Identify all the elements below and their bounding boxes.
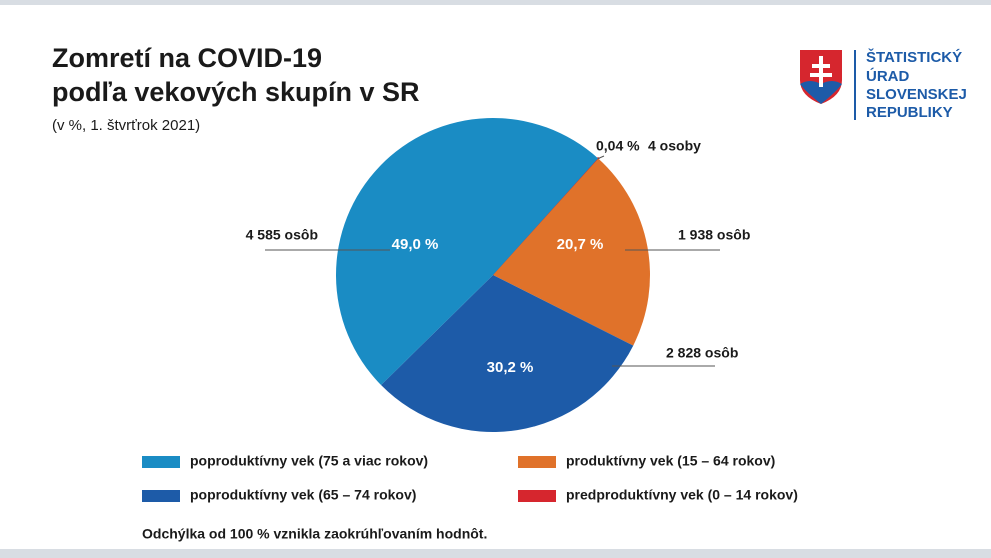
pie-slice	[493, 158, 650, 346]
legend-swatch	[518, 456, 556, 468]
note: Odchýlka od 100 % vznikla zaokrúhľovaním…	[142, 526, 487, 542]
logo: ŠTATISTICKÝ ÚRAD SLOVENSKEJ REPUBLIKY	[800, 48, 967, 121]
count-label: 4 585 osôb	[246, 227, 318, 243]
count-label: 1 938 osôb	[678, 227, 750, 243]
logo-text: ÚRAD	[866, 67, 909, 85]
logo-text: SLOVENSKEJ	[866, 86, 967, 103]
legend-label: poproduktívny vek (75 a viac rokov)	[190, 453, 428, 469]
logo-text: ŠTATISTICKÝ	[866, 48, 962, 66]
chart-title: Zomretí na COVID-19	[52, 43, 322, 73]
value-label: 0,04 %	[596, 138, 640, 154]
pie-slice	[335, 117, 599, 386]
top-border	[0, 0, 991, 5]
value-label: 20,7 %	[557, 236, 604, 253]
legend-swatch	[518, 490, 556, 502]
leader-line	[598, 155, 605, 159]
legend-label: predproduktívny vek (0 – 14 rokov)	[566, 487, 798, 503]
bottom-border	[0, 549, 991, 558]
chart-subtitle: (v %, 1. štvrťrok 2021)	[52, 117, 200, 134]
logo-hills	[800, 81, 842, 104]
legend-swatch	[142, 490, 180, 502]
legend-label: produktívny vek (15 – 64 rokov)	[566, 453, 775, 469]
logo-text: REPUBLIKY	[866, 104, 953, 121]
count-label: 2 828 osôb	[666, 345, 738, 361]
count-label: 4 osoby	[648, 138, 701, 154]
legend-label: poproduktívny vek (65 – 74 rokov)	[190, 487, 416, 503]
logo-cross	[810, 56, 832, 87]
value-label: 49,0 %	[392, 236, 439, 253]
chart-title: podľa vekových skupín v SR	[52, 77, 420, 107]
legend-swatch	[142, 456, 180, 468]
pie-slice	[381, 275, 634, 433]
value-label: 30,2 %	[487, 359, 534, 376]
